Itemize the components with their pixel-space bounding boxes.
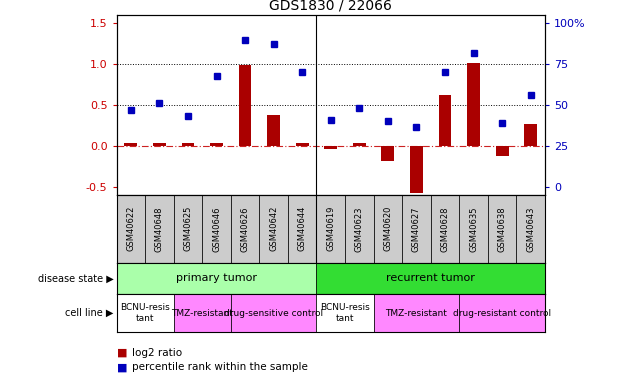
Bar <box>239 65 251 146</box>
Text: GSM40644: GSM40644 <box>298 206 307 251</box>
Bar <box>374 195 402 262</box>
Text: GSM40628: GSM40628 <box>440 206 449 252</box>
Bar <box>353 142 366 146</box>
Text: GSM40627: GSM40627 <box>412 206 421 252</box>
Text: GSM40622: GSM40622 <box>127 206 135 251</box>
Bar <box>117 262 316 294</box>
Bar <box>231 294 316 332</box>
Bar <box>374 294 459 332</box>
Text: TMZ-resistant: TMZ-resistant <box>386 309 447 318</box>
Text: log2 ratio: log2 ratio <box>132 348 183 357</box>
Bar <box>459 294 545 332</box>
Bar <box>345 195 374 262</box>
Bar <box>431 195 459 262</box>
Bar <box>316 294 374 332</box>
Text: ■: ■ <box>117 348 127 357</box>
Bar <box>260 195 288 262</box>
Bar <box>267 115 280 146</box>
Text: GSM40642: GSM40642 <box>269 206 278 251</box>
Bar <box>488 195 517 262</box>
Bar <box>202 195 231 262</box>
Text: ■: ■ <box>117 363 127 372</box>
Bar <box>517 195 545 262</box>
Text: GSM40648: GSM40648 <box>155 206 164 252</box>
Bar <box>324 146 337 149</box>
Bar <box>410 146 423 192</box>
Text: GSM40626: GSM40626 <box>241 206 249 252</box>
Text: cell line ▶: cell line ▶ <box>65 308 113 318</box>
Bar <box>153 142 166 146</box>
Text: GSM40635: GSM40635 <box>469 206 478 252</box>
Text: GSM40638: GSM40638 <box>498 206 507 252</box>
Text: BCNU-resis
tant: BCNU-resis tant <box>120 303 170 323</box>
Text: recurrent tumor: recurrent tumor <box>386 273 475 284</box>
Bar <box>402 195 431 262</box>
Bar <box>145 195 174 262</box>
Bar <box>467 63 480 146</box>
Text: TMZ-resistant: TMZ-resistant <box>171 309 233 318</box>
Bar <box>295 142 309 146</box>
Text: GSM40625: GSM40625 <box>183 206 192 251</box>
Bar <box>174 195 202 262</box>
Text: drug-resistant control: drug-resistant control <box>453 309 551 318</box>
Text: GSM40620: GSM40620 <box>384 206 392 251</box>
Title: GDS1830 / 22066: GDS1830 / 22066 <box>269 0 392 12</box>
Bar <box>524 124 537 146</box>
Text: GSM40643: GSM40643 <box>526 206 535 252</box>
Text: GSM40646: GSM40646 <box>212 206 221 252</box>
Bar <box>231 195 260 262</box>
Bar <box>316 262 545 294</box>
Text: BCNU-resis
tant: BCNU-resis tant <box>320 303 370 323</box>
Text: percentile rank within the sample: percentile rank within the sample <box>132 363 308 372</box>
Bar <box>459 195 488 262</box>
Bar <box>117 195 145 262</box>
Text: GSM40623: GSM40623 <box>355 206 364 252</box>
Bar <box>124 142 137 146</box>
Text: drug-sensitive control: drug-sensitive control <box>224 309 323 318</box>
Bar <box>181 142 195 146</box>
Bar <box>117 294 174 332</box>
Bar <box>174 294 231 332</box>
Text: primary tumor: primary tumor <box>176 273 257 284</box>
Bar <box>381 146 394 160</box>
Text: GSM40619: GSM40619 <box>326 206 335 251</box>
Bar <box>438 95 452 146</box>
Bar <box>316 195 345 262</box>
Bar <box>288 195 316 262</box>
Bar <box>210 142 223 146</box>
Text: disease state ▶: disease state ▶ <box>38 273 113 284</box>
Bar <box>496 146 508 156</box>
